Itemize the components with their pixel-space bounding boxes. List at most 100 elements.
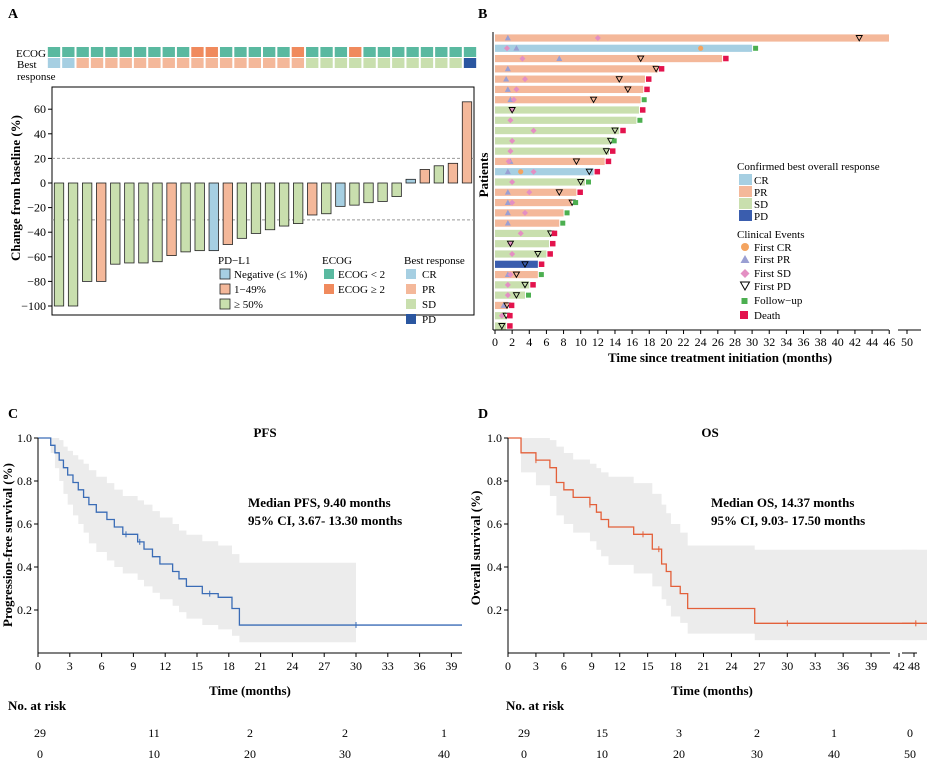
waterfall-bar: [166, 182, 177, 256]
swimmer-bar: [495, 188, 577, 196]
os-curve: [508, 437, 927, 624]
follow-up-marker: [564, 210, 570, 216]
first-pd-marker: [585, 168, 594, 176]
first-sd-marker: [517, 230, 524, 237]
death-marker: [658, 66, 665, 72]
swimmer-bar: [495, 44, 753, 52]
swimmer-bar: [495, 106, 639, 114]
ecog-cell: [463, 47, 477, 57]
os-risk-count: 2: [754, 726, 760, 740]
first-sd-marker: [509, 179, 516, 185]
first-sd-marker: [530, 168, 537, 175]
swimmer-legend-first-pd-marker: [739, 281, 751, 292]
first-sd-marker: [507, 271, 514, 278]
best-response-legend-cr: CR: [422, 269, 437, 281]
ecog-cell: [148, 47, 161, 57]
follow-up-marker: [560, 220, 566, 226]
os-x-tick-label: 6: [561, 659, 567, 673]
ecog-cell: [377, 47, 391, 57]
death-marker: [577, 189, 583, 195]
os-confidence-band: [508, 438, 927, 641]
pfs-y-tick-label: 1.0: [17, 431, 32, 445]
waterfall-bar: [82, 182, 93, 282]
os-ci-band: [508, 438, 927, 641]
pfs-x-tick-label: 18: [223, 659, 235, 673]
waterfall-bar: [208, 182, 219, 252]
waterfall-y-tick-label: 40: [34, 127, 46, 141]
best-response-cell: [306, 58, 319, 68]
pfs-x-tick-label: 6: [99, 659, 105, 673]
pfs-x-tick-label: 27: [318, 659, 330, 673]
death-marker: [508, 302, 515, 309]
swimmer-legend: Confirmed best overall response CR PR SD…: [737, 161, 880, 322]
pfs-x-tick-label: 15: [191, 659, 203, 673]
waterfall-bar: [335, 182, 346, 207]
swimmer-bar: [495, 270, 538, 279]
swimmer-legend-events-title: Clinical Events: [737, 229, 805, 241]
first-pd-marker: [555, 189, 564, 196]
first-pd-marker: [512, 271, 521, 279]
pfs-x-tick-label: 24: [286, 659, 298, 673]
pfs-y-axis-title: Progression-free survival (%): [0, 463, 15, 627]
swimmer-x-tick-label: 12: [592, 335, 604, 349]
pfs-curve: [38, 437, 462, 626]
best-response-cell: [392, 58, 405, 68]
panel-b: B 0 2 4 6 8 10 12 14 16 18 20 22 24 26 28 30 32 34 36 38 40 4…: [476, 7, 921, 365]
swimmer-x-tick-label: 14: [609, 335, 621, 349]
ecog-track-label: ECOG: [16, 48, 46, 60]
ecog-cell: [291, 47, 305, 57]
os-risk-time: 30: [751, 747, 763, 761]
waterfall-bar: [461, 101, 473, 184]
waterfall-bar: [180, 182, 191, 253]
os-risk-title: No. at risk: [506, 698, 565, 713]
waterfall-bar: [124, 182, 135, 264]
first-sd-marker: [521, 76, 528, 83]
first-sd-marker: [507, 117, 514, 124]
ecog-cell: [133, 47, 147, 57]
pdl1-legend-swatch-mid: [219, 283, 231, 295]
best-response-cell: [47, 58, 61, 68]
first-pd-marker: [534, 251, 542, 258]
first-pd-marker: [503, 302, 511, 310]
swimmer-x-tick-label: 30: [746, 335, 758, 349]
swimmer-bar: [495, 126, 620, 135]
pfs-censor-marks: [125, 531, 357, 629]
swimmer-x-tick-label: 34: [780, 335, 792, 349]
death-marker: [645, 76, 652, 82]
swimmer-bar: [495, 54, 723, 63]
pfs-risk-count: 29: [34, 726, 46, 740]
pfs-x-tick-label: 36: [414, 659, 426, 673]
ecog-cell: [349, 47, 362, 57]
pfs-x-tick-label: 0: [35, 659, 41, 673]
ecog-cell: [263, 47, 276, 57]
waterfall-y-tick-label: −100: [21, 299, 46, 313]
best-response-cell: [105, 58, 118, 68]
death-marker: [551, 230, 558, 237]
ecog-cell: [90, 47, 104, 57]
ecog-cell: [320, 47, 333, 57]
os-y-tick-label: 0.2: [487, 603, 502, 617]
pfs-risk-title: No. at risk: [8, 698, 67, 713]
os-title: OS: [701, 425, 718, 440]
swimmer-x-tick-label: 38: [815, 335, 827, 349]
first-pd-marker: [602, 148, 611, 155]
best-response-cell: [133, 58, 147, 68]
pdl1-legend: PD−L1 Negative (≤ 1%) 1−49% ≥ 50%: [218, 255, 308, 311]
waterfall-y-tick-label: −40: [27, 225, 46, 239]
swimmer-legend-sd: SD: [754, 199, 768, 211]
first-sd-marker: [521, 209, 528, 216]
death-marker: [538, 261, 545, 267]
best-response-legend-sd: SD: [422, 299, 436, 311]
death-marker: [639, 107, 646, 113]
swimmer-bars: [495, 34, 889, 330]
swimmer-x-tick-label: 36: [798, 335, 810, 349]
swimmer-legend-first-cr-marker: [741, 243, 749, 251]
swimmer-legend-first-sd: First SD: [754, 268, 791, 280]
os-x-tick-label: 0: [505, 659, 511, 673]
swimmer-y-axis-title: Patients: [476, 153, 491, 198]
os-ci-band-right: [902, 549, 917, 641]
first-pr-marker: [504, 168, 511, 175]
waterfall-bar: [53, 182, 65, 307]
death-marker: [594, 168, 601, 175]
